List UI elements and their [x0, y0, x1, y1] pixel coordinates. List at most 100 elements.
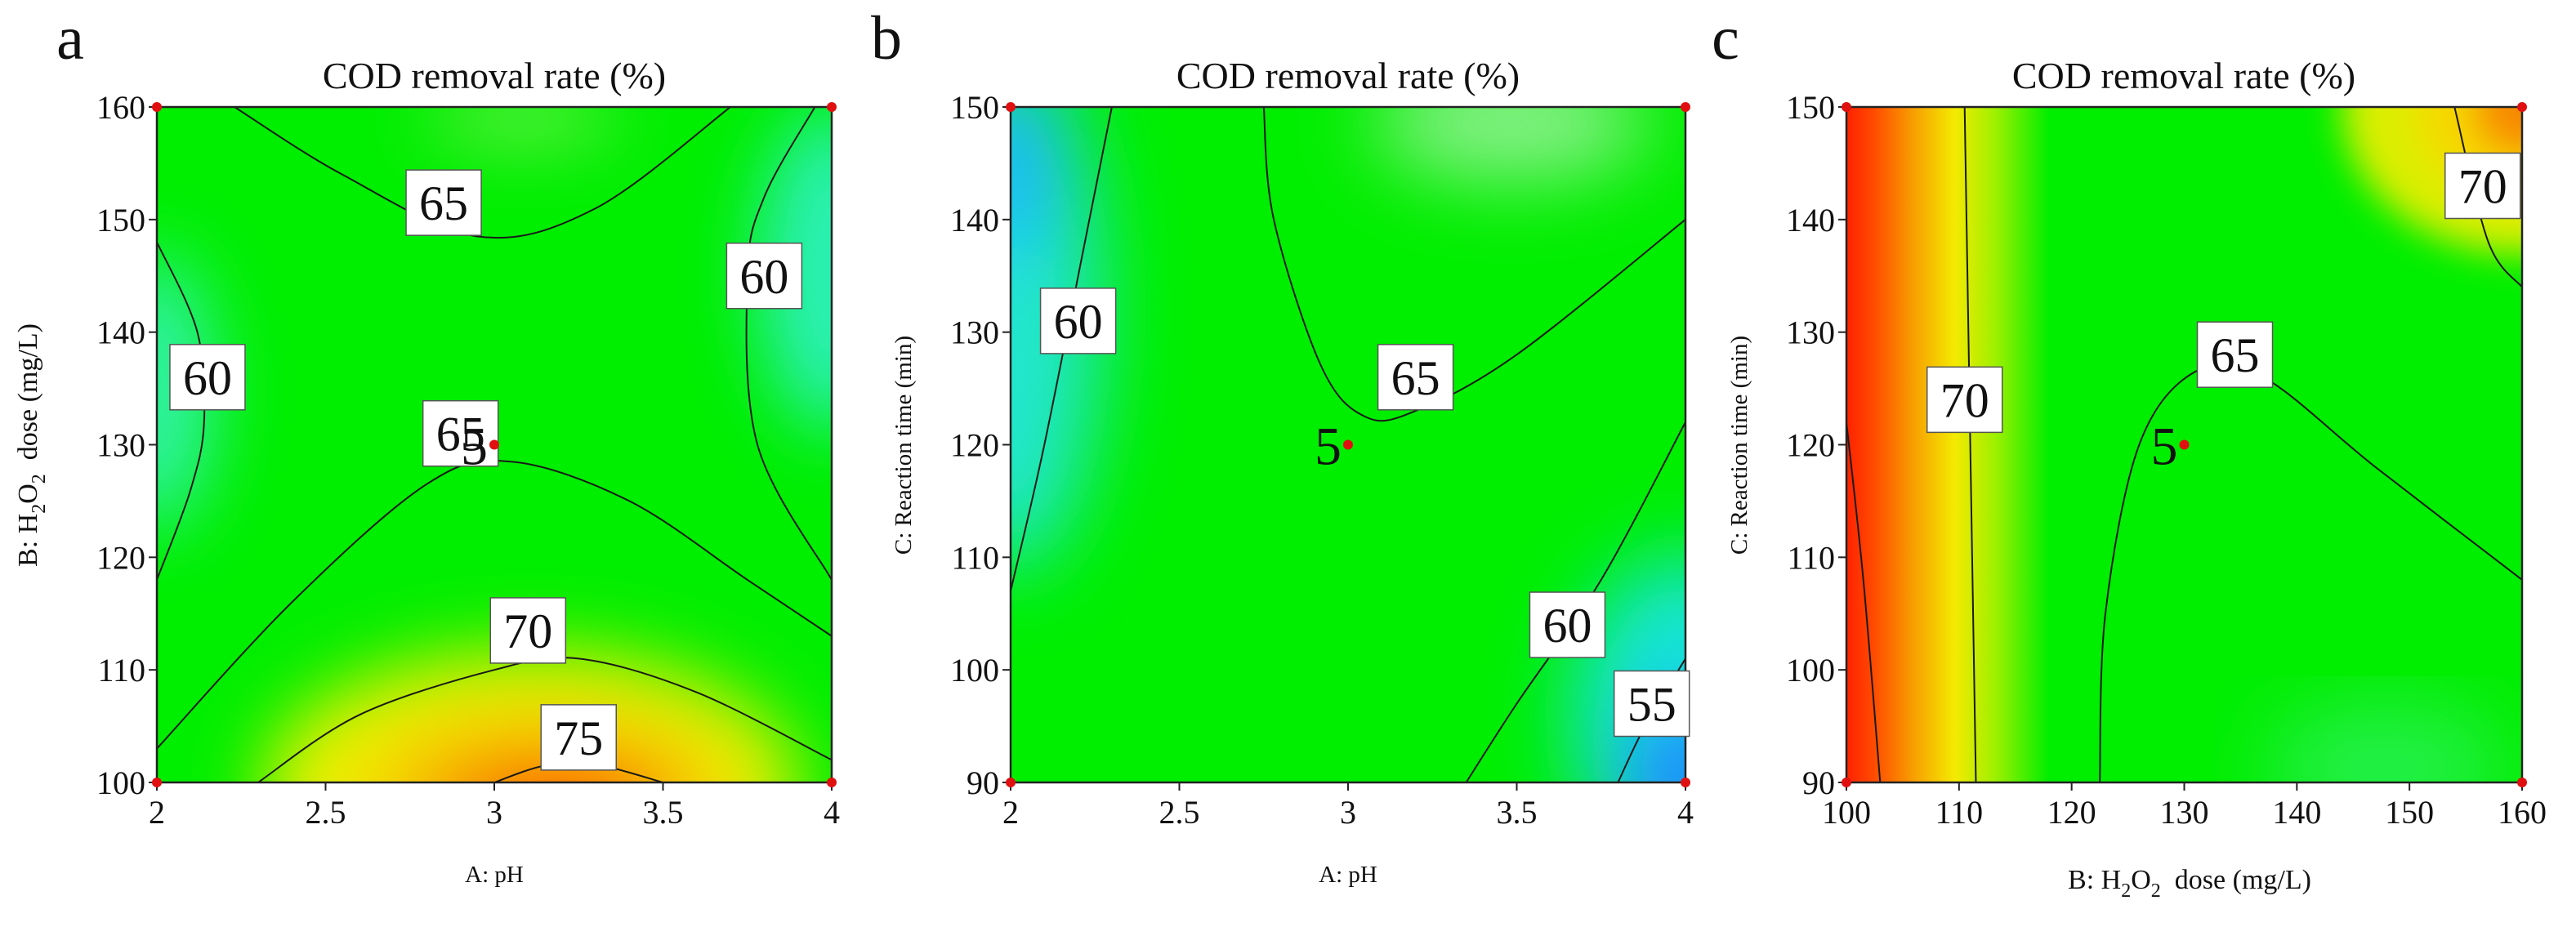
contour-label-box [169, 344, 246, 411]
contour-label-text: 65 [2211, 328, 2260, 382]
y-tick-label: 150 [950, 89, 999, 126]
design-point [827, 102, 837, 112]
contour-line-65 [2099, 363, 2522, 782]
contour-label: 60 [169, 344, 246, 411]
panel-b-center-label: 5 [1315, 417, 1342, 477]
x-tick-label: 100 [1822, 794, 1871, 831]
x-tick-label: 120 [2047, 794, 2096, 831]
panel-a-design-points [152, 102, 837, 787]
x-tick-label: 3 [486, 794, 502, 831]
y-tick-label: 130 [1786, 314, 1835, 351]
panel-a-xlabel: A: pH [465, 862, 524, 888]
x-tick-label: 150 [2385, 794, 2434, 831]
contour-label-box [725, 243, 803, 310]
design-point [1681, 778, 1690, 787]
contour-label-text: 60 [1542, 599, 1592, 653]
contour-line-65 [234, 107, 731, 239]
contour-line-60 [157, 241, 206, 581]
contour-label: 70 [489, 597, 567, 664]
y-tick-label: 140 [96, 314, 145, 351]
contour-line-70 [1963, 107, 1977, 782]
contour-line-65 [157, 459, 832, 750]
y-tick-label: 110 [97, 652, 145, 689]
contour-label-box [2444, 152, 2521, 220]
y-tick-label: 100 [96, 764, 145, 801]
y-tick-label: 130 [950, 314, 999, 351]
contour-label-box [1377, 344, 1454, 411]
panel-b-contour-labels: 60 65 60 55 [1039, 287, 1690, 738]
design-point [152, 778, 162, 787]
contour-label-text: 70 [1940, 373, 1989, 427]
center-point [489, 439, 499, 450]
y-tick-label: 160 [96, 89, 145, 126]
design-point [1006, 102, 1016, 112]
y-tick-label: 100 [950, 652, 999, 689]
panel-c-center-label: 5 [2151, 417, 2178, 477]
contour-label-text: 70 [2458, 159, 2507, 213]
x-tick-label: 2 [149, 794, 165, 831]
x-tick-label: 2 [1002, 794, 1019, 831]
contour-label-text: 65 [1391, 351, 1440, 405]
y-tick-label: 140 [1786, 202, 1835, 238]
panel-c-contours [1846, 107, 2522, 782]
contour-label: 65 [405, 169, 482, 236]
design-point [1006, 778, 1016, 787]
x-tick-label: 140 [2272, 794, 2321, 831]
x-tick-label: 2.5 [1159, 794, 1200, 831]
contour-label-box [2196, 321, 2274, 388]
contour-label-box [1926, 366, 2003, 434]
panel-b-letter: b [871, 4, 902, 73]
x-tick-label: 4 [824, 794, 840, 831]
x-tick-label: 2.5 [306, 794, 346, 831]
x-tick-label: 4 [1677, 794, 1694, 831]
panel-b-xlabel: A: pH [1319, 862, 1377, 888]
contour-label: 60 [725, 243, 803, 310]
contour-label-text: 65 [419, 176, 468, 230]
panel-c-ylabel: C: Reaction time (min) [1726, 336, 1752, 555]
y-tick-label: 120 [96, 539, 145, 576]
contour-label-text: 75 [554, 711, 603, 765]
y-tick-label: 110 [951, 539, 999, 576]
contour-label: 55 [1613, 670, 1690, 738]
panel-b-heatmap [1011, 107, 1685, 782]
panel-c-xlabel: B: H2O2 dose (mg/L) [2068, 865, 2311, 902]
panel-c-design-points [1842, 102, 2527, 787]
panel-a-letter: a [56, 4, 84, 73]
design-point [2517, 778, 2527, 787]
x-tick-label: 110 [1935, 794, 1984, 831]
design-point [1681, 102, 1690, 112]
panel-c-letter: c [1712, 4, 1739, 73]
panel-b: 60 65 60 55 2 2.5 3 3.5 4 90 100 110 120 130 140 150 b… [871, 4, 1694, 888]
panel-c-contour-labels: 70 70 65 [1926, 152, 2521, 434]
y-tick-label: 90 [1802, 764, 1835, 801]
contour-line-75 [1846, 421, 1882, 782]
contour-label-box [540, 704, 617, 771]
contour-label: 60 [1039, 287, 1117, 354]
center-point [1343, 439, 1353, 450]
panel-a-center-label: 5 [461, 417, 488, 477]
contour-label-text: 70 [503, 604, 552, 658]
panel-c-title: COD removal rate (%) [2012, 55, 2355, 96]
contour-label: 60 [1529, 591, 1606, 658]
panel-b-ylabel: C: Reaction time (min) [891, 336, 917, 555]
panel-b-ticks: 2 2.5 3 3.5 4 90 100 110 120 130 140 150 [950, 89, 1694, 831]
contour-label-box [1529, 591, 1606, 658]
y-tick-label: 140 [950, 202, 999, 238]
panel-c-ticks: 100 110 120 130 140 150 1609010011012013014015… [1786, 89, 2547, 831]
contour-label-box [405, 169, 482, 236]
panel-a-ticks: 2 2.5 3 3.5 4 100 110 120 130 140 150 160 [96, 89, 840, 831]
design-point [827, 778, 837, 787]
design-point [152, 102, 162, 112]
contour-label-box [1613, 670, 1690, 738]
y-tick-label: 150 [1786, 89, 1835, 126]
contour-label-text: 55 [1627, 678, 1676, 732]
contour-line-70 [2453, 107, 2522, 288]
design-point [1842, 102, 1851, 112]
y-tick-label: 130 [96, 427, 145, 464]
x-tick-label: 3.5 [1497, 794, 1538, 831]
panel-a-heatmap [157, 107, 832, 782]
contour-label-box [1039, 287, 1117, 354]
